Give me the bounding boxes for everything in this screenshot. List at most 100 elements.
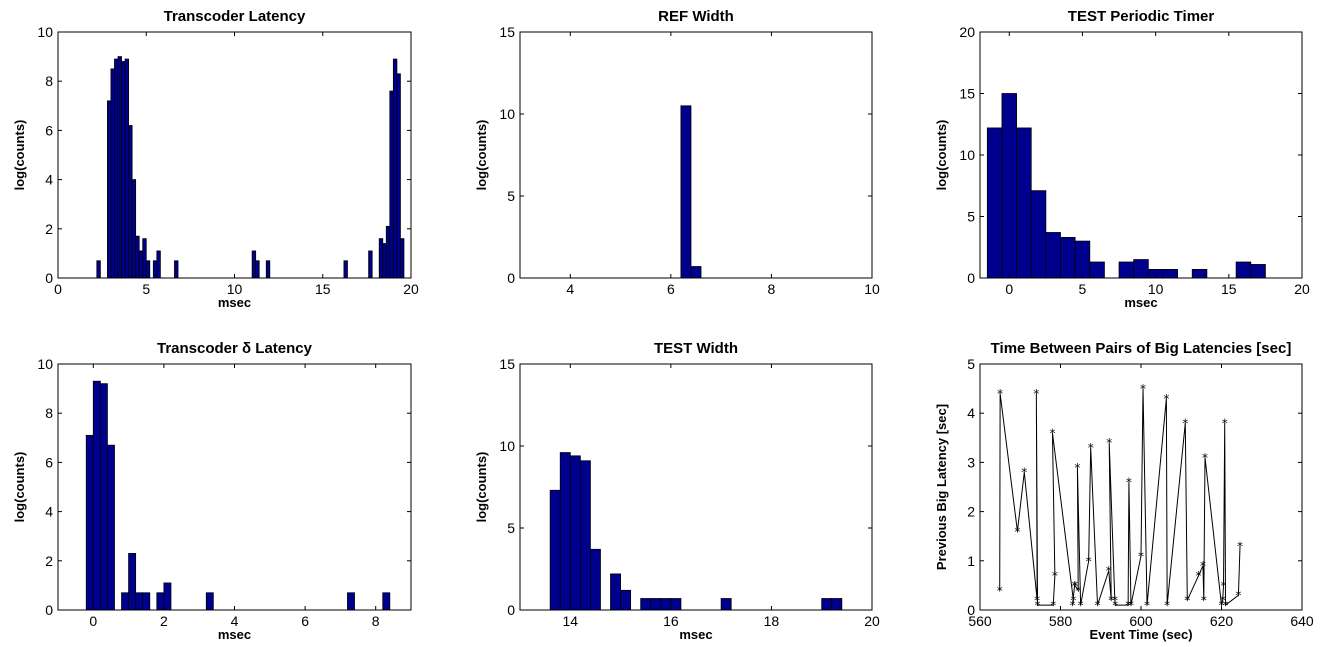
data-point: * [1182,417,1188,431]
histogram-bar [156,592,165,611]
y-tick-label: 15 [959,86,975,102]
histogram-bar [986,127,1003,279]
data-point: * [1202,451,1208,465]
x-tick-label: 20 [403,281,419,297]
x-tick-label: 10 [227,281,243,297]
histogram-bar [590,548,601,611]
x-tick-label: 0 [89,613,97,629]
y-tick-label: 4 [45,504,53,520]
x-tick-label: 0 [54,281,62,297]
histogram-bar [831,598,843,611]
data-point: * [1126,476,1132,490]
x-tick-label: 560 [968,613,992,629]
y-tick-label: 2 [45,553,53,569]
chart-title: Time Between Pairs of Big Latencies [sec… [991,340,1292,357]
histogram-bar [559,452,571,611]
histogram-bar [163,582,172,611]
data-point: * [1035,599,1041,613]
data-point: * [1112,599,1118,613]
chart-title: Transcoder δ Latency [157,340,313,357]
histogram-bar [1191,268,1208,279]
y-tick-label: 20 [959,24,975,40]
y-tick-label: 10 [37,24,53,40]
histogram-bar [821,598,833,611]
data-point: * [1237,540,1243,554]
y-tick-label: 0 [45,270,53,286]
data-point: * [1108,594,1114,608]
histogram-bar [135,235,140,279]
histogram-bar [121,592,130,611]
y-tick-label: 6 [45,454,53,470]
y-tick-label: 8 [45,73,53,89]
y-tick-label: 0 [507,270,515,286]
data-point: * [1223,599,1229,613]
y-tick-label: 10 [37,356,53,372]
data-point: * [1052,569,1058,583]
histogram-bar [156,250,161,279]
x-axis-label: msec [218,627,251,642]
histogram-bar [1133,259,1149,279]
histogram-bar [135,592,144,611]
histogram-bar [610,573,621,611]
data-point: * [1106,564,1112,578]
data-point: * [1078,599,1084,613]
y-tick-label: 0 [967,602,975,618]
histogram-bar [92,380,101,611]
x-tick-label: 15 [1221,281,1237,297]
x-tick-label: 8 [768,281,776,297]
histogram-bar [382,243,387,279]
histogram-bar [343,260,348,279]
histogram-bar [107,444,115,611]
x-tick-label: 600 [1129,613,1153,629]
panel-transcoder-latency: Transcoder Latency msec log(counts) 0 5 10… [12,8,419,310]
histogram-bar [1030,190,1047,279]
data-point: * [1049,426,1055,440]
histogram-bar [114,58,119,279]
histogram-bar [690,266,702,279]
data-point: * [1125,599,1131,613]
histogram-bar [660,598,672,611]
series-line [999,388,1241,607]
histogram-bar [1235,261,1252,279]
x-tick-label: 20 [1294,281,1310,297]
data-point: * [1074,461,1080,475]
y-tick-label: 5 [967,356,975,372]
panel-transcoder-delta-latency: Transcoder δ Latency msec log(counts) 0 2… [12,340,412,642]
histogram-bar [107,100,112,279]
histogram-bar [121,61,126,279]
histogram-bar [549,489,561,611]
y-tick-label: 0 [45,602,53,618]
histogram-bar [1001,93,1017,279]
chart-title: REF Width [658,8,734,25]
chart-title: Transcoder Latency [164,8,306,25]
data-point: * [1196,569,1202,583]
histogram-bar [142,592,151,611]
histogram-bar [174,260,179,279]
histogram-bar [378,238,384,279]
data-point: * [1014,525,1020,539]
histogram-bar [389,90,394,279]
y-tick-label: 0 [967,270,975,286]
x-tick-label: 16 [663,613,679,629]
data-point: * [1220,594,1226,608]
axes-frame [519,31,873,279]
histogram-bar [620,589,632,611]
data-point: * [1112,594,1118,608]
data-point: * [1219,599,1225,613]
data-point: * [1128,599,1134,613]
histogram-bar [1060,237,1076,279]
y-tick-label: 5 [507,520,515,536]
data-point: * [1088,441,1094,455]
histogram-bar [392,58,398,279]
data-point: * [997,584,1003,598]
x-axis-label: msec [218,295,251,310]
y-tick-label: 15 [499,24,515,40]
histogram-bar [650,598,662,611]
histogram-bar [1016,127,1032,279]
y-tick-label: 4 [45,172,53,188]
data-point: * [1222,417,1228,431]
y-tick-label: 0 [507,602,515,618]
axes-frame [979,363,1303,611]
x-tick-label: 4 [566,281,574,297]
